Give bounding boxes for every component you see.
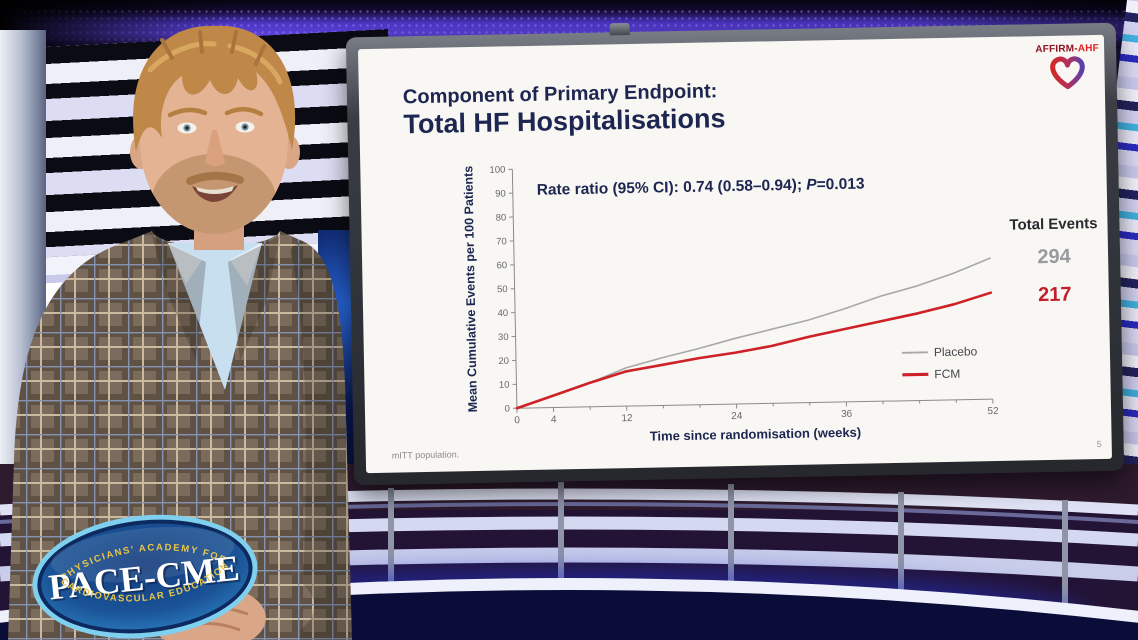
screen-mount	[609, 22, 630, 36]
chart-canvas: 0 10 20 30 40 50 60 70 80 90 100 0 4 12 24 36 52 Placebo F…	[461, 165, 999, 444]
svg-text:50: 50	[497, 284, 508, 295]
svg-text:100: 100	[489, 165, 505, 176]
svg-text:36: 36	[841, 409, 853, 420]
svg-text:24: 24	[731, 411, 743, 422]
svg-text:0: 0	[514, 415, 520, 426]
svg-text:0: 0	[505, 404, 511, 415]
p-value-label: P	[806, 176, 817, 194]
svg-text:Mean Cumulative Events per 100: Mean Cumulative Events per 100 Patients	[461, 166, 480, 413]
total-events-placebo: 294	[1037, 245, 1072, 269]
svg-text:4: 4	[551, 414, 557, 425]
svg-text:52: 52	[987, 406, 999, 417]
pace-cme-logo: PHYSICIANS' ACADEMY FOR PACE-CME PACE-CM…	[32, 514, 258, 639]
slide-footnote: mITT population.	[391, 449, 460, 461]
svg-text:40: 40	[497, 308, 508, 319]
affirm-logo-text-dark: AFFIRM-	[1035, 43, 1078, 56]
svg-text:30: 30	[498, 332, 509, 343]
svg-text:90: 90	[495, 188, 506, 199]
heart-icon	[1050, 56, 1085, 90]
total-events-label: Total Events	[1009, 215, 1098, 234]
hf-hospitalisations-chart: 0 10 20 30 40 50 60 70 80 90 100 0 4 12 24 36 52 Placebo F…	[460, 136, 1046, 457]
affirm-logo-text-red: AHF	[1077, 42, 1100, 55]
svg-text:70: 70	[496, 236, 507, 247]
presentation-screen: Component of Primary Endpoint: Total HF …	[345, 22, 1125, 486]
slide: Component of Primary Endpoint: Total HF …	[357, 34, 1113, 474]
svg-text:Time since randomisation (week: Time since randomisation (weeks)	[650, 425, 862, 444]
slide-title: Component of Primary Endpoint: Total HF …	[403, 80, 726, 140]
slide-page-number: 5	[1096, 438, 1102, 450]
total-events-fcm: 217	[1037, 283, 1072, 307]
svg-text:10: 10	[499, 380, 510, 391]
svg-text:FCM: FCM	[934, 367, 960, 381]
slide-title-line2: Total HF Hospitalisations	[403, 103, 726, 140]
svg-text:12: 12	[621, 413, 633, 424]
svg-text:20: 20	[498, 356, 509, 367]
svg-text:60: 60	[497, 260, 508, 271]
svg-text:80: 80	[496, 212, 507, 223]
affirm-ahf-logo: AFFIRM-AHF	[1034, 43, 1101, 98]
svg-text:Placebo: Placebo	[934, 344, 978, 359]
total-events-panel: Total Events 294 217	[1001, 215, 1107, 308]
